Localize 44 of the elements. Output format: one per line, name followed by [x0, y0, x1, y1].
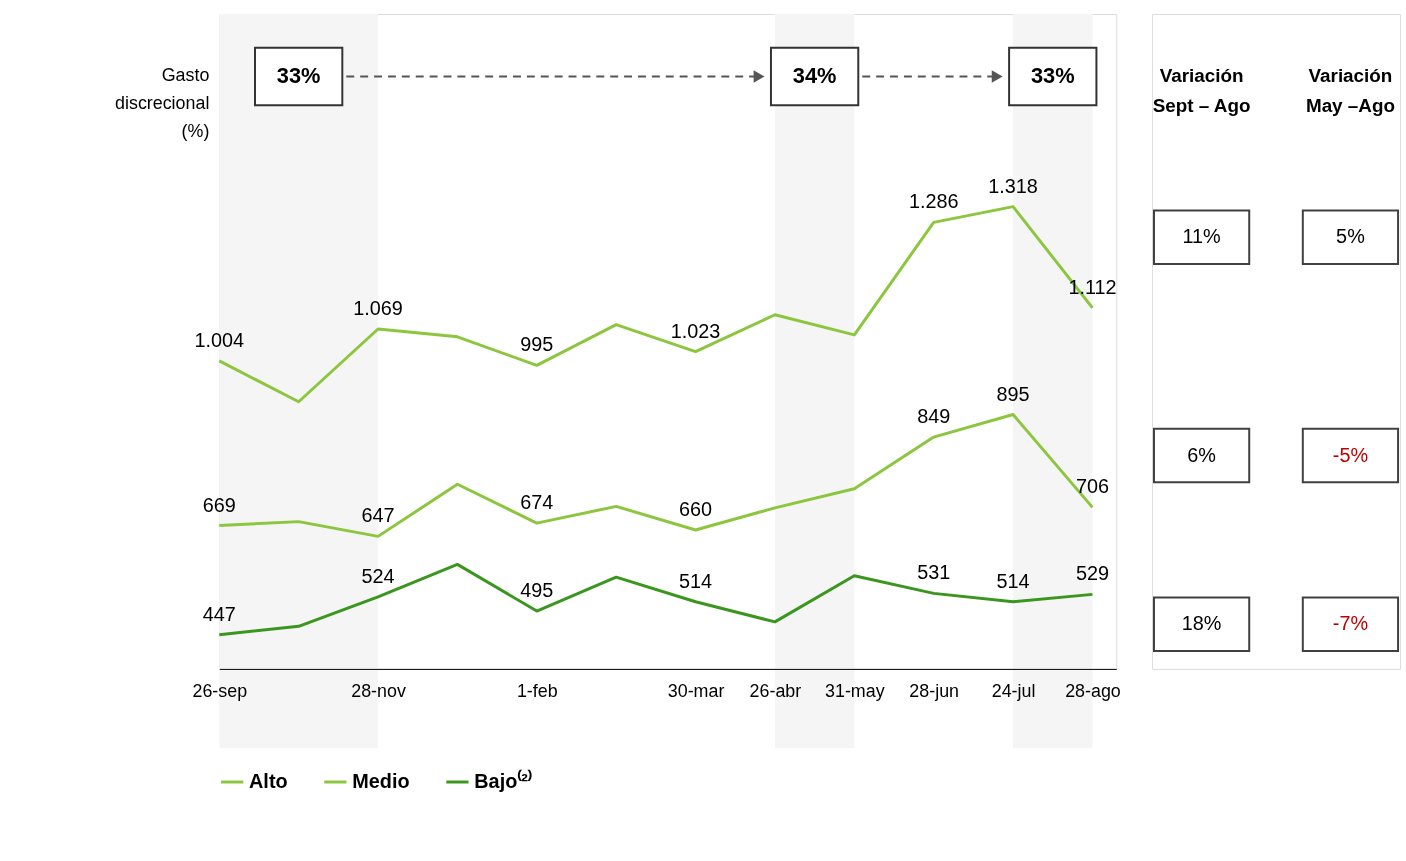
data-label: 495 — [520, 579, 554, 602]
data-label: 11% — [1182, 225, 1221, 248]
x-tick-label: 26-sep — [192, 681, 248, 702]
data-label: 6% — [1187, 443, 1216, 466]
legend-label: Medio — [352, 769, 410, 792]
data-label: 669 — [202, 493, 236, 516]
data-label: -7% — [1332, 612, 1369, 635]
data-label: 1.286 — [908, 190, 959, 213]
data-label: 514 — [996, 569, 1030, 592]
data-label: 995 — [520, 333, 554, 356]
category-label: Variación Sept – Ago — [1152, 65, 1251, 117]
text: 33% — [276, 63, 321, 89]
data-label: 849 — [917, 405, 951, 428]
data-label: 514 — [679, 569, 713, 592]
legend-label: Bajo⁽²⁾ — [474, 768, 532, 792]
x-tick-label: 31-may — [825, 681, 885, 702]
data-label: 529 — [1075, 562, 1109, 585]
data-label: 895 — [996, 382, 1030, 405]
x-tick-label: 1-feb — [516, 681, 558, 702]
data-label: -5% — [1332, 443, 1369, 466]
x-tick-label: 28-jun — [909, 681, 960, 702]
text: Gasto discrecional (%) — [115, 65, 210, 142]
x-tick-label: 26-abr — [749, 681, 802, 702]
data-label: 531 — [917, 561, 951, 584]
data-label: 706 — [1075, 475, 1109, 498]
x-tick-label: 28-nov — [351, 681, 406, 702]
data-label: 1.004 — [194, 329, 245, 352]
data-label: 524 — [361, 564, 395, 587]
text: 34% — [792, 63, 837, 89]
category-label: Variación May –Ago — [1305, 65, 1395, 117]
data-label: 1.318 — [988, 174, 1038, 197]
legend-label: Alto — [249, 769, 288, 792]
data-label: 647 — [361, 504, 395, 527]
data-label: 447 — [202, 602, 236, 625]
data-label: 5% — [1336, 225, 1365, 248]
x-tick-label: 28-ago — [1065, 681, 1121, 702]
text: 33% — [1030, 63, 1075, 89]
x-tick-label: 24-jul — [991, 681, 1036, 702]
data-label: 18% — [1181, 612, 1222, 635]
data-label: 674 — [520, 491, 554, 514]
data-label: 1.023 — [670, 319, 721, 342]
data-label: 660 — [679, 498, 713, 521]
data-label: 1.069 — [353, 297, 403, 320]
x-tick-label: 30-mar — [667, 681, 725, 702]
